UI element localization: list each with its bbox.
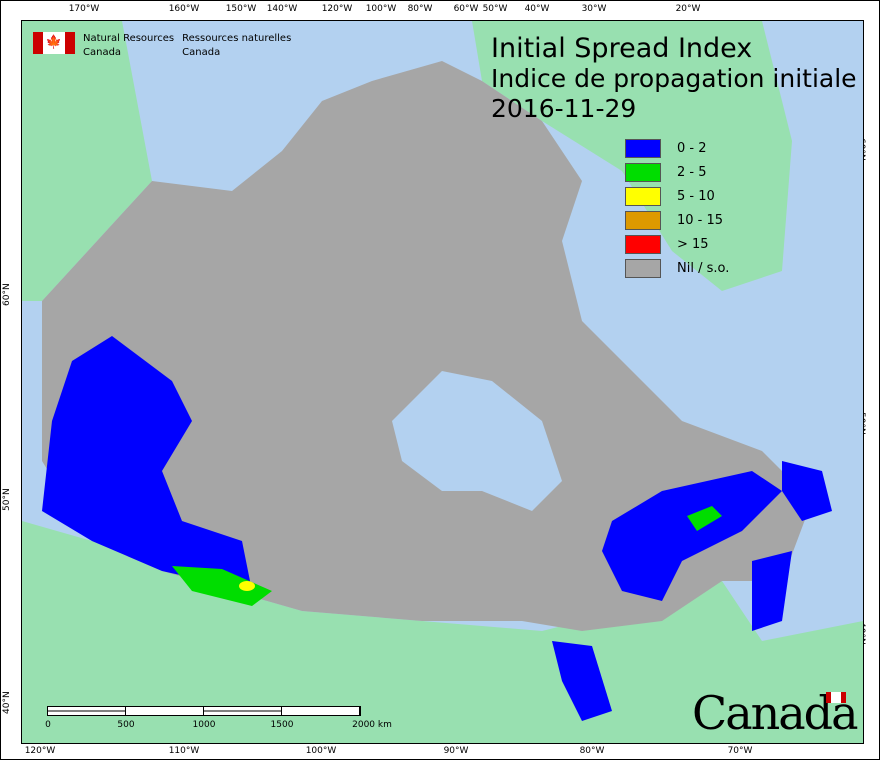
legend-label: Nil / s.o. [677,260,730,276]
scale-label: 2000 km [352,720,392,730]
top-tick: 170°W [68,4,100,14]
legend-item: 5 - 10 [625,184,729,208]
scale-label: 500 [117,720,135,730]
top-tick: 80°W [407,4,433,14]
legend-label: 0 - 2 [677,140,707,156]
scale-label: 0 [45,720,51,730]
bottom-tick: 80°W [579,746,605,756]
legend-label: 10 - 15 [677,212,724,228]
left-tick: 50°N [2,488,12,511]
isi-maritimes-0-2 [752,551,792,631]
legend-swatch [625,210,661,230]
top-tick: 120°W [321,4,353,14]
scale-bar: 0 500 1000 1500 2000 km [45,706,392,730]
legend-item: 2 - 5 [625,160,729,184]
alaska-land [22,21,152,301]
bottom-tick: 120°W [24,746,56,756]
legend-label: 5 - 10 [677,188,715,204]
top-tick: 50°W [482,4,508,14]
scale-label: 1500 [270,720,294,730]
title-fr: Indice de propagation initiale [491,64,857,93]
left-tick: 40°N [2,691,12,714]
isi-west-2-5 [172,566,272,606]
top-tick: 160°W [168,4,200,14]
top-tick: 150°W [225,4,257,14]
usa-land [22,521,863,743]
bottom-tick: 70°W [727,746,753,756]
isi-ontario-0-2 [552,641,612,721]
legend-swatch [625,186,661,206]
isi-newfoundland-0-2 [782,461,832,521]
scale-label: 1000 [192,720,216,730]
legend-item: 0 - 2 [625,136,729,160]
legend-item: > 15 [625,232,729,256]
legend-swatch [625,234,661,254]
canada-nodata [42,61,812,631]
bottom-tick: 90°W [443,746,469,756]
legend-item: Nil / s.o. [625,256,729,280]
agency-en: Natural Resources [83,33,175,44]
legend-label: 2 - 5 [677,164,707,180]
top-tick: 140°W [266,4,298,14]
top-tick: 30°W [581,4,607,14]
legend-swatch [625,258,661,278]
map-date: 2016-11-29 [491,94,637,123]
top-tick: 20°W [675,4,701,14]
map-title: Initial Spread Index Indice de propagati… [491,34,857,124]
legend-swatch [625,162,661,182]
top-tick: 100°W [365,4,397,14]
isi-quebec-2-5 [687,506,722,531]
title-en: Initial Spread Index [491,33,753,64]
nrcan-signature: 🍁 Natural Resources Canada Ressources nat… [33,32,291,60]
agency-fr-country: Canada [182,47,221,58]
bottom-tick: 110°W [168,746,200,756]
isi-west-0-2 [42,336,252,591]
canada-flag-icon: 🍁 [33,32,75,54]
isi-quebec-0-2 [602,471,782,601]
legend-item: 10 - 15 [625,208,729,232]
isi-west-5-10 [239,581,255,591]
hudson-bay [392,371,562,511]
map-svg [22,21,863,743]
agency-fr: Ressources naturelles [182,33,292,44]
top-tick: 40°W [524,4,550,14]
bottom-tick: 100°W [305,746,337,756]
legend-label: > 15 [677,236,709,252]
wordmark-flag-icon [826,692,846,703]
legend: 0 - 2 2 - 5 5 - 10 10 - 15 > 15 Nil / s.… [625,136,729,280]
map-canvas[interactable] [21,20,864,744]
left-tick: 60°N [2,283,12,306]
legend-swatch [625,138,661,158]
agency-en-country: Canada [83,47,122,58]
top-tick: 60°W [453,4,479,14]
